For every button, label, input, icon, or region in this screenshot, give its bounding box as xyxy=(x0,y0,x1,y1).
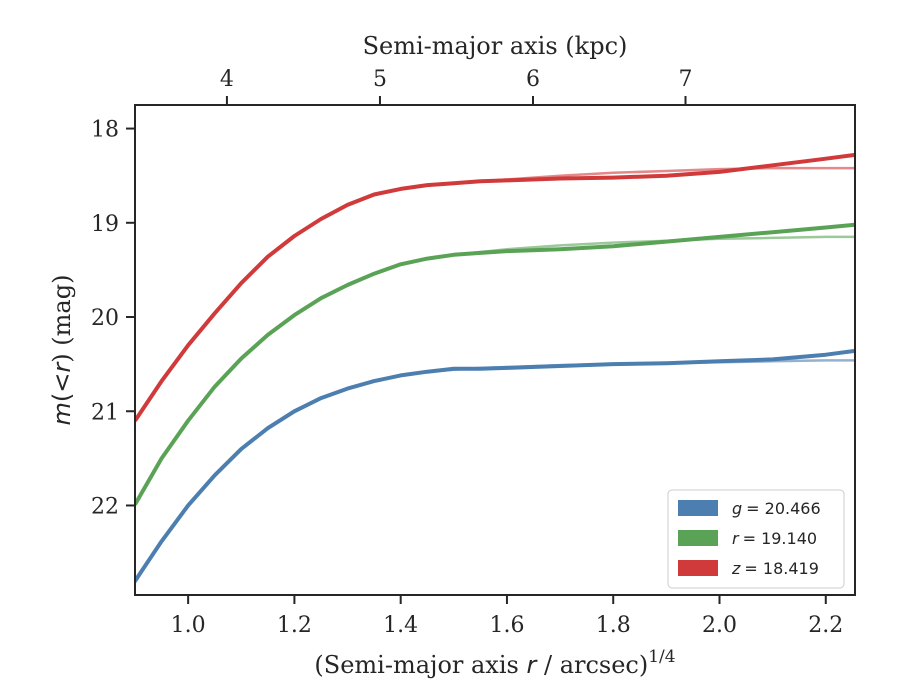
legend-swatch-r xyxy=(678,530,718,546)
x-axis: 1.0 1.2 1.4 1.6 1.8 2.0 2.2 xyxy=(171,595,843,638)
series-line-z xyxy=(135,152,855,422)
y-tick-label: 22 xyxy=(91,494,119,519)
top-x-tick-label: 5 xyxy=(373,67,387,92)
y-axis-title: m(<r) (mag) xyxy=(48,275,76,426)
plot-frame xyxy=(134,104,856,596)
y-tick-label: 20 xyxy=(91,306,119,331)
y-tick-label: 18 xyxy=(91,118,119,143)
x-tick-label: 1.2 xyxy=(277,613,312,638)
legend-label-r: r = 19.140 xyxy=(732,529,817,548)
top-axis-title: Semi-major axis (kpc) xyxy=(363,32,628,60)
legend: g = 20.466 r = 19.140 z = 18.419 xyxy=(667,489,845,589)
legend-swatch-g xyxy=(678,500,718,516)
legend-swatch-z xyxy=(678,560,718,576)
x-tick-label: 1.8 xyxy=(596,613,631,638)
y-axis: 18 19 20 21 22 xyxy=(91,118,135,519)
legend-label-z: z = 18.419 xyxy=(731,559,819,578)
y-tick-label: 19 xyxy=(91,212,119,237)
y-tick-label: 21 xyxy=(91,400,119,425)
series-line-g xyxy=(135,348,855,583)
top-x-tick-label: 4 xyxy=(220,67,234,92)
plot-lines xyxy=(135,152,855,584)
series-line-r xyxy=(135,222,855,506)
legend-label-g: g = 20.466 xyxy=(732,499,821,518)
x-axis-title: (Semi-major axis r / arcsec)1/4 xyxy=(314,647,675,679)
x-tick-label: 2.0 xyxy=(702,613,737,638)
x-tick-label: 1.0 xyxy=(171,613,206,638)
top-x-tick-label: 7 xyxy=(678,67,692,92)
x-tick-label: 1.6 xyxy=(489,613,524,638)
x-tick-label: 1.4 xyxy=(383,613,418,638)
x-tick-label: 2.2 xyxy=(808,613,843,638)
top-x-tick-label: 6 xyxy=(526,67,540,92)
top-x-axis: 4 5 6 7 xyxy=(220,67,692,105)
